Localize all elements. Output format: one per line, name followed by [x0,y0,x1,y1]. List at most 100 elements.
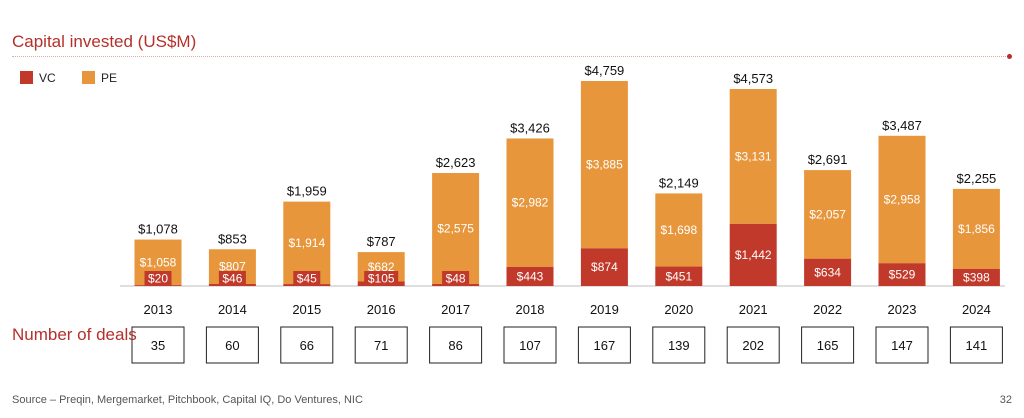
label-total-2014: $853 [218,231,247,246]
label-pe-2020: $1,698 [660,223,697,237]
legend-swatch-pe [82,71,95,84]
deals-box-2019 [577,326,631,364]
label-chip-vc-2014 [218,271,246,286]
label-total-2024: $2,255 [957,171,997,186]
legend-label-vc: VC [39,71,56,85]
bar-pe-2024 [952,188,1000,269]
label-pe-2024: $1,856 [958,222,995,236]
label-total-2016: $787 [367,234,396,249]
bar-pe-2017 [432,173,480,284]
label-pe-2014: $807 [219,260,246,274]
label-pe-2013: $1,058 [140,255,177,269]
legend-swatch-vc [20,71,33,84]
bar-pe-2020 [655,193,703,267]
page-number: 32 [999,394,1012,406]
x-tick-2023: 2023 [888,302,917,317]
legend-label-pe: PE [101,71,117,85]
label-vc-2015: $45 [297,272,317,286]
x-tick-2022: 2022 [813,302,842,317]
source-note: Source – Preqin, Mergemarket, Pitchbook,… [12,394,363,406]
deals-box-2022 [801,326,855,364]
bar-vc-2019 [580,248,628,286]
label-vc-2013: $20 [148,272,168,286]
label-pe-2022: $2,057 [809,207,846,221]
label-vc-2018: $443 [517,269,544,283]
label-vc-2022: $634 [814,265,841,279]
title-divider [12,54,1012,59]
x-tick-2021: 2021 [739,302,768,317]
deals-box-2014 [205,326,259,364]
x-tick-2016: 2016 [367,302,396,317]
label-total-2023: $3,487 [882,118,922,133]
deals-value-2018: 107 [519,338,541,353]
deals-value-2013: 35 [151,338,165,353]
label-vc-2019: $874 [591,260,618,274]
x-tick-2017: 2017 [441,302,470,317]
bar-pe-2015 [283,201,331,285]
deals-box-2021 [726,326,780,364]
x-tick-2019: 2019 [590,302,619,317]
bar-vc-2022 [804,258,852,286]
label-total-2017: $2,623 [436,155,476,170]
deals-box-2013 [131,326,185,364]
label-total-2022: $2,691 [808,152,848,167]
bar-vc-2018 [506,266,554,286]
deals-box-2024 [949,326,1003,364]
label-chip-vc-2013 [144,271,172,286]
label-chip-vc-2017 [442,271,470,286]
deals-value-2020: 139 [668,338,690,353]
label-pe-2016: $682 [368,260,395,274]
chart-title: Capital invested (US$M) [12,32,197,51]
bar-pe-2022 [804,170,852,259]
label-pe-2021: $3,131 [735,149,772,163]
label-total-2021: $4,573 [733,71,773,86]
label-pe-2023: $2,958 [884,193,921,207]
deals-value-2017: 86 [448,338,462,353]
x-tick-2018: 2018 [516,302,545,317]
bar-vc-2023 [878,263,926,286]
deals-value-2019: 167 [594,338,616,353]
label-total-2018: $3,426 [510,120,550,135]
deals-value-2015: 66 [300,338,314,353]
deals-box-2023 [875,326,929,364]
x-tick-2013: 2013 [144,302,173,317]
x-tick-2014: 2014 [218,302,247,317]
deals-box-2017 [429,326,483,364]
deals-box-2018 [503,326,557,364]
label-pe-2019: $3,885 [586,158,623,172]
bar-pe-2021 [729,89,777,224]
deals-value-2014: 60 [225,338,239,353]
label-vc-2017: $48 [446,272,466,286]
label-total-2020: $2,149 [659,175,699,190]
deals-box-2020 [652,326,706,364]
label-total-2019: $4,759 [585,63,625,78]
label-vc-2020: $451 [665,269,692,283]
deals-value-2016: 71 [374,338,388,353]
label-chip-vc-2016 [364,271,399,286]
x-tick-2020: 2020 [664,302,693,317]
deals-value-2024: 141 [966,338,988,353]
x-tick-2015: 2015 [292,302,321,317]
label-total-2013: $1,078 [138,222,178,237]
stacked-bar-chart: VC PE $1,058 $20 $1,078 2013 35 $807$46 $853 2014… [20,63,1005,364]
label-chip-vc-2015 [293,271,321,286]
deals-box-2016 [354,326,408,364]
bar-pe-2018 [506,138,554,267]
label-vc-2016: $105 [368,272,395,286]
deals-row-label: Number of deals [12,325,137,344]
deals-box-2015 [280,326,334,364]
label-pe-2015: $1,914 [288,236,325,250]
deals-value-2023: 147 [891,338,913,353]
label-vc-2014: $46 [222,272,242,286]
label-pe-2018: $2,982 [512,196,549,210]
bar-vc-2021 [729,223,777,286]
bar-pe-2019 [580,81,628,249]
label-vc-2024: $398 [963,270,990,284]
label-pe-2017: $2,575 [437,221,474,235]
bar-vc-2024 [952,268,1000,286]
label-vc-2021: $1,442 [735,248,772,262]
deals-value-2021: 202 [742,338,764,353]
x-tick-2024: 2024 [962,302,991,317]
label-total-2015: $1,959 [287,184,327,199]
deals-value-2022: 165 [817,338,839,353]
